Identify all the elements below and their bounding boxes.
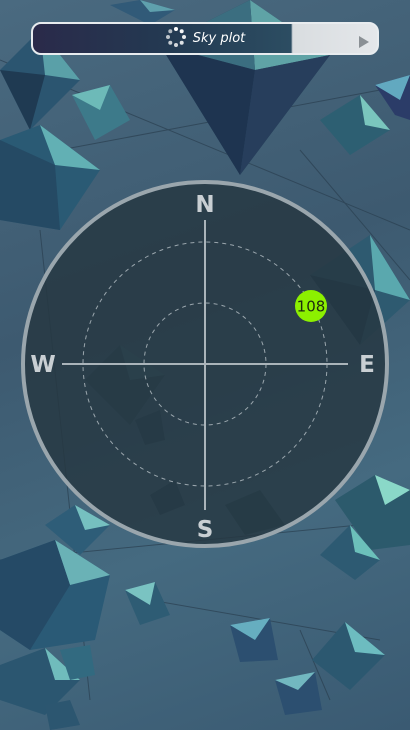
toolbar-title-group: Sky plot — [33, 24, 377, 53]
compass-east-label: E — [359, 352, 375, 378]
satellite-dot[interactable] — [295, 290, 327, 322]
compass-north-label: N — [195, 192, 214, 218]
compass-west-label: W — [30, 352, 55, 378]
satellite-marker[interactable]: 108 — [295, 290, 327, 322]
top-toolbar: Sky plot — [31, 22, 379, 55]
play-triangle-icon[interactable] — [359, 33, 369, 52]
loading-spinner-icon — [165, 26, 187, 52]
toolbar-title: Sky plot — [192, 31, 246, 46]
satellite-id-label: 108 — [297, 298, 326, 316]
compass-south-label: S — [197, 517, 214, 543]
